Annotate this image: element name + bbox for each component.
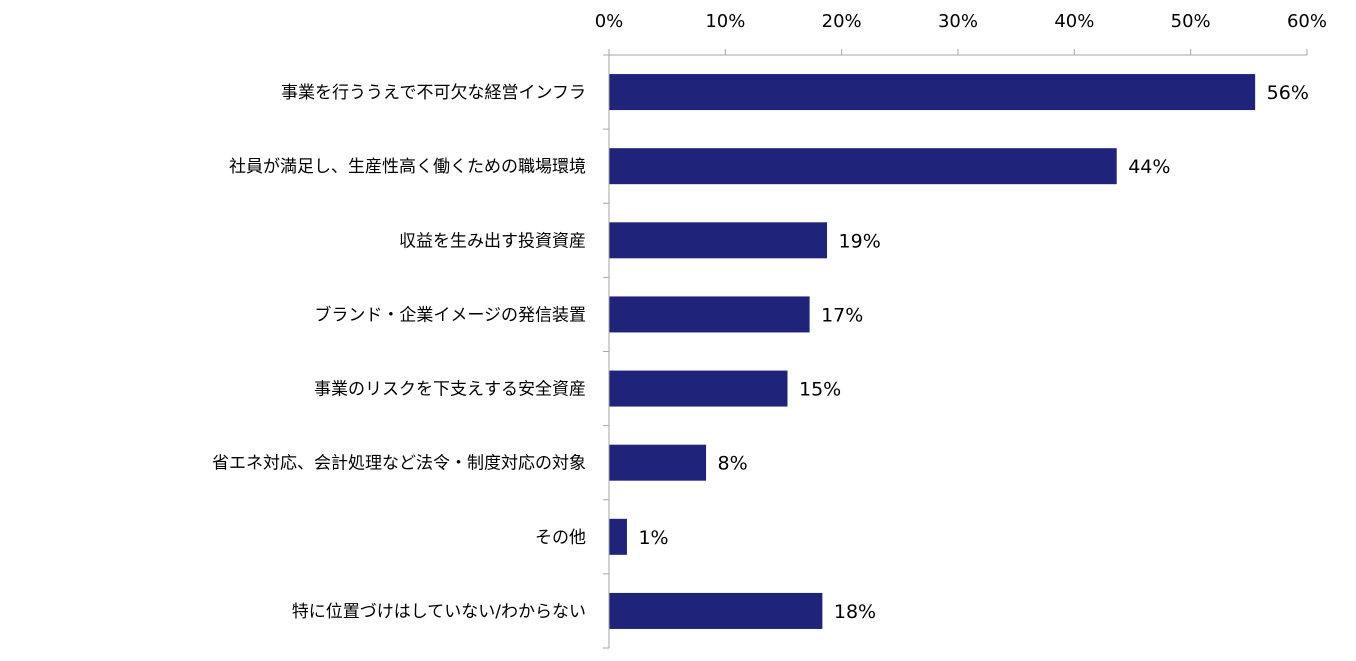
data-label: 15% [799, 379, 841, 401]
data-label: 1% [638, 527, 668, 549]
category-label: 収益を生み出す投資資産 [399, 231, 586, 251]
bar [609, 74, 1256, 111]
x-tick-label: 30% [938, 11, 978, 32]
data-label: 44% [1128, 156, 1170, 178]
data-label: 18% [834, 601, 876, 623]
category-label: ブランド・企業イメージの発信装置 [314, 304, 586, 325]
x-tick-label: 0% [595, 11, 624, 32]
x-tick-label: 10% [705, 11, 745, 32]
bar [609, 296, 810, 333]
bar [609, 370, 788, 407]
bar [609, 148, 1117, 185]
bar [609, 592, 823, 629]
data-label: 56% [1267, 82, 1309, 104]
data-label: 8% [718, 453, 748, 475]
category-label: 社員が満足し、生産性高く働くための職場環境 [229, 157, 586, 177]
bar [609, 444, 707, 481]
category-label: 特に位置づけはしていない/わからない [292, 602, 586, 622]
x-tick-label: 40% [1054, 11, 1094, 32]
category-label: 事業のリスクを下支えする安全資産 [314, 380, 586, 400]
bar [609, 222, 828, 259]
x-tick-label: 60% [1287, 11, 1327, 32]
category-label: 省エネ対応、会計処理など法令・制度対応の対象 [212, 454, 586, 474]
bar [609, 518, 627, 555]
category-label: 事業を行ううえで不可欠な経営インフラ [281, 83, 586, 103]
x-tick-label: 50% [1171, 11, 1211, 32]
category-label: その他 [535, 528, 586, 548]
x-tick-label: 20% [822, 11, 862, 32]
data-label: 19% [839, 230, 881, 252]
data-label: 17% [821, 304, 863, 326]
